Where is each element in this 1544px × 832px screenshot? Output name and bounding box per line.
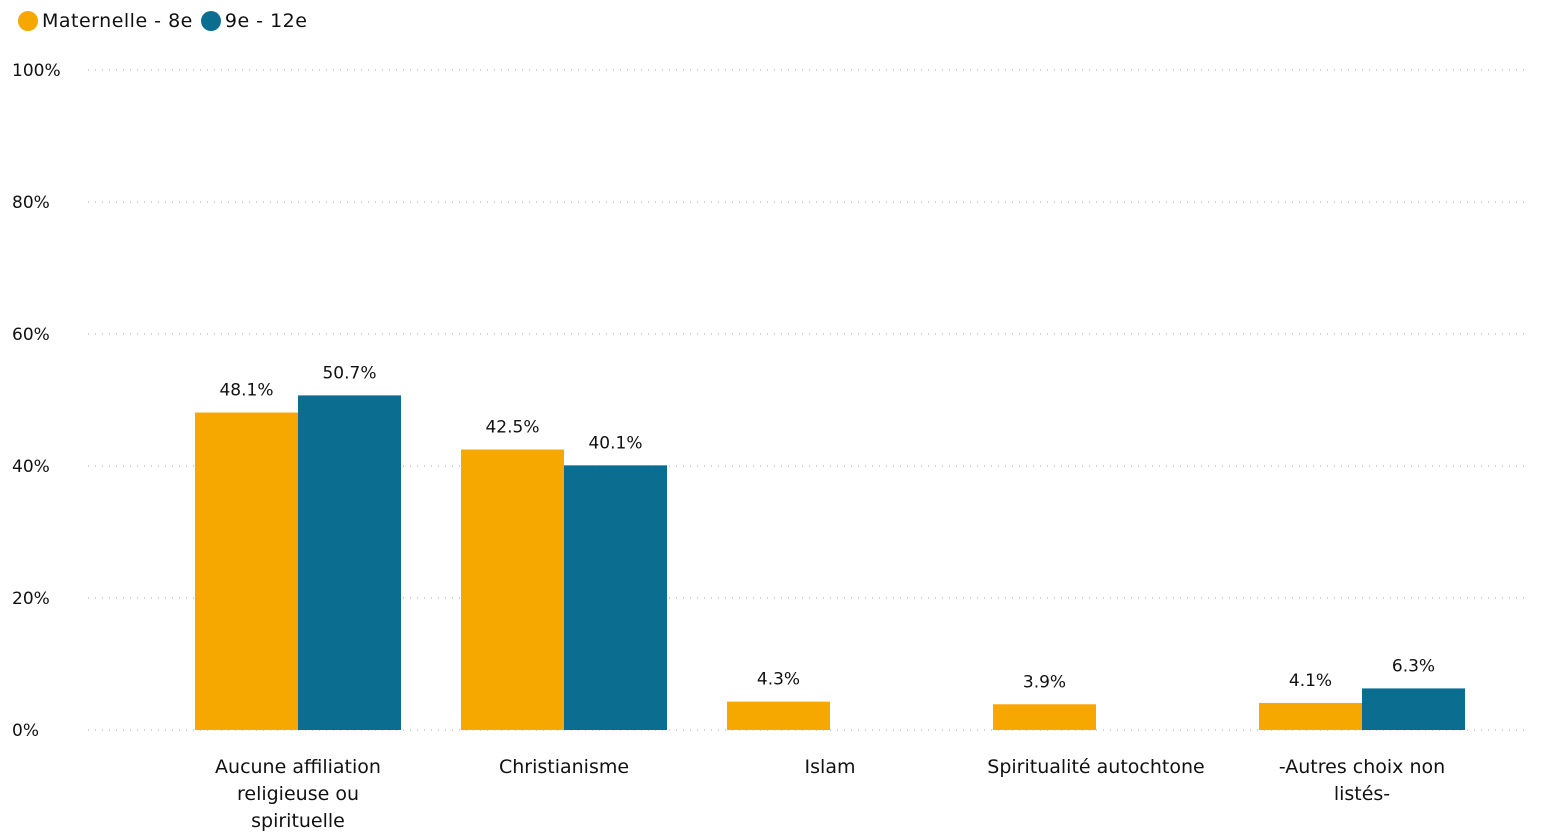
bar-0-3 xyxy=(993,704,1096,730)
legend-label-maternelle-8e: Maternelle - 8e xyxy=(42,10,193,32)
data-label-0-3: 3.9% xyxy=(1023,672,1066,692)
data-label-0-2: 4.3% xyxy=(757,670,800,690)
y-tick-label-0: 0% xyxy=(12,721,39,741)
data-label-1-0: 50.7% xyxy=(322,363,376,383)
bar-0-2 xyxy=(727,701,830,730)
x-tick-label-0-1: religieuse ou xyxy=(237,783,359,805)
x-tick-label-2-0: Islam xyxy=(805,756,856,778)
y-tick-label-60: 60% xyxy=(12,325,50,345)
legend-item-maternelle-8e[interactable]: Maternelle - 8e xyxy=(18,10,193,32)
legend-swatch-9e-12e xyxy=(200,11,221,31)
legend-label-9e-12e: 9e - 12e xyxy=(224,10,308,32)
x-tick-label-0-0: Aucune affiliation xyxy=(215,756,381,778)
x-tick-label-3-0: Spiritualité autochtone xyxy=(987,756,1204,778)
x-tick-label-0-2: spirituelle xyxy=(251,810,345,832)
data-label-0-1: 42.5% xyxy=(485,418,539,438)
bar-1-4 xyxy=(1362,688,1465,730)
x-tick-label-1-0: Christianisme xyxy=(499,756,629,778)
y-tick-label-80: 80% xyxy=(12,193,50,213)
x-tick-label-4-0: -Autres choix non xyxy=(1279,756,1445,778)
bar-1-1 xyxy=(564,465,667,730)
legend-swatch-maternelle-8e xyxy=(18,11,38,31)
data-label-1-4: 6.3% xyxy=(1392,656,1435,676)
y-tick-label-40: 40% xyxy=(12,457,50,477)
bar-0-4 xyxy=(1259,702,1362,730)
y-tick-label-100: 100% xyxy=(12,61,61,81)
data-label-0-4: 4.1% xyxy=(1289,671,1332,691)
bar-0-0 xyxy=(195,412,298,730)
bar-1-0 xyxy=(298,395,401,730)
data-label-1-1: 40.1% xyxy=(588,433,642,453)
legend: Maternelle - 8e 9e - 12e xyxy=(18,10,315,32)
bar-0-1 xyxy=(461,449,564,730)
y-tick-label-20: 20% xyxy=(12,589,50,609)
data-label-0-0: 48.1% xyxy=(219,381,273,401)
legend-item-9e-12e[interactable]: 9e - 12e xyxy=(200,10,308,32)
x-tick-label-4-1: listés- xyxy=(1334,783,1390,805)
